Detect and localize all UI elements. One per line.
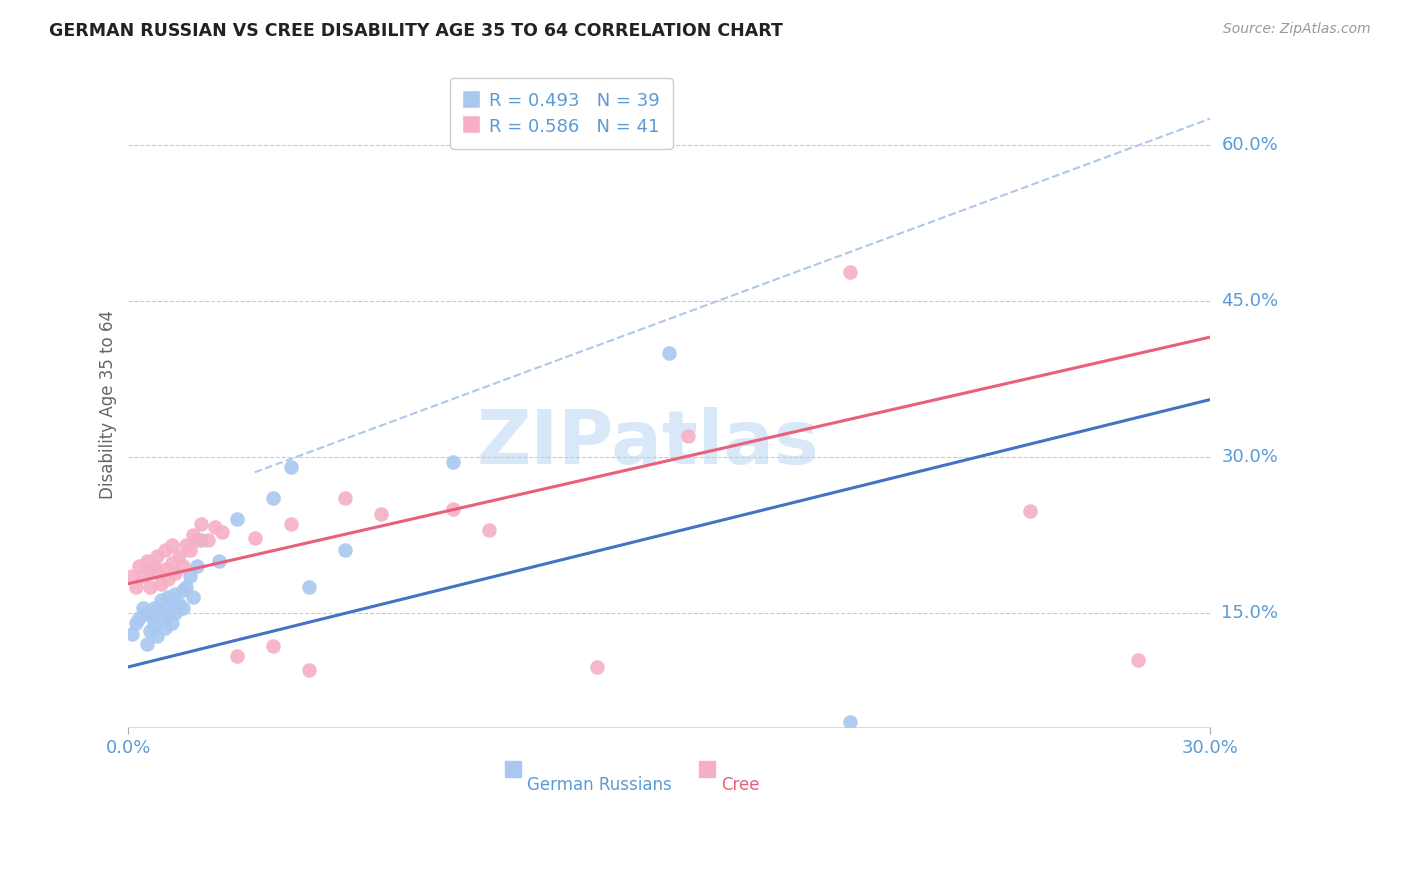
Point	[142, 618, 165, 632]
Point	[165, 587, 187, 601]
Point	[153, 621, 176, 635]
Point	[174, 580, 197, 594]
Point	[165, 566, 187, 581]
Point	[149, 576, 172, 591]
Point	[149, 611, 172, 625]
Point	[142, 558, 165, 573]
Legend: R = 0.493   N = 39, R = 0.586   N = 41: R = 0.493 N = 39, R = 0.586 N = 41	[450, 78, 673, 149]
Point	[125, 580, 148, 594]
Point	[153, 600, 176, 615]
Point	[121, 626, 143, 640]
Point	[298, 663, 321, 677]
Point	[172, 600, 194, 615]
Point	[1128, 652, 1150, 666]
Point	[160, 556, 183, 570]
Point	[333, 543, 356, 558]
Point	[186, 533, 208, 547]
Point	[838, 264, 860, 278]
Point	[172, 582, 194, 597]
Point	[262, 639, 284, 653]
Point	[135, 554, 157, 568]
Point	[142, 600, 165, 615]
Point	[441, 455, 464, 469]
Point	[333, 491, 356, 506]
Text: 60.0%: 60.0%	[1222, 136, 1278, 153]
Point	[243, 531, 266, 545]
Point	[149, 593, 172, 607]
Point	[146, 549, 169, 563]
Point	[146, 604, 169, 618]
Point	[157, 573, 180, 587]
Point	[139, 607, 162, 622]
Point	[157, 590, 180, 604]
Point	[298, 580, 321, 594]
Point	[225, 512, 247, 526]
Point	[121, 569, 143, 583]
Point	[441, 501, 464, 516]
Point	[208, 554, 231, 568]
Point	[204, 520, 226, 534]
Point	[132, 600, 155, 615]
Point	[280, 460, 302, 475]
Point	[165, 606, 187, 620]
Text: Cree: Cree	[721, 775, 759, 794]
Point	[139, 624, 162, 639]
Point	[370, 507, 392, 521]
Point	[183, 527, 205, 541]
Point	[160, 538, 183, 552]
Point	[658, 345, 681, 359]
Point	[172, 558, 194, 573]
Point	[125, 616, 148, 631]
Text: 15.0%: 15.0%	[1222, 604, 1278, 622]
Point	[128, 558, 150, 573]
Point	[179, 569, 201, 583]
Point	[153, 562, 176, 576]
Point	[146, 566, 169, 581]
Point	[139, 564, 162, 578]
Point	[167, 549, 190, 563]
Point	[167, 598, 190, 612]
Point	[183, 590, 205, 604]
Point	[262, 491, 284, 506]
Point	[160, 595, 183, 609]
Text: German Russians: German Russians	[527, 775, 672, 794]
Point	[211, 524, 233, 539]
Point	[1019, 504, 1042, 518]
Point	[197, 533, 219, 547]
Point	[128, 611, 150, 625]
Point	[838, 714, 860, 729]
Text: 45.0%: 45.0%	[1222, 292, 1278, 310]
Point	[139, 580, 162, 594]
Point	[146, 629, 169, 643]
Text: GERMAN RUSSIAN VS CREE DISABILITY AGE 35 TO 64 CORRELATION CHART: GERMAN RUSSIAN VS CREE DISABILITY AGE 35…	[49, 22, 783, 40]
Text: Source: ZipAtlas.com: Source: ZipAtlas.com	[1223, 22, 1371, 37]
Point	[174, 538, 197, 552]
Point	[478, 523, 501, 537]
Point	[186, 558, 208, 573]
Point	[132, 569, 155, 583]
Point	[190, 517, 212, 532]
Point	[190, 533, 212, 547]
Point	[135, 637, 157, 651]
Point	[135, 606, 157, 620]
Text: 30.0%: 30.0%	[1222, 448, 1278, 466]
Point	[153, 543, 176, 558]
Text: ZIPatlas: ZIPatlas	[477, 407, 820, 480]
Point	[179, 543, 201, 558]
Point	[280, 517, 302, 532]
Point	[157, 607, 180, 622]
Point	[160, 616, 183, 631]
Point	[676, 429, 699, 443]
Point	[225, 649, 247, 664]
Y-axis label: Disability Age 35 to 64: Disability Age 35 to 64	[100, 310, 117, 500]
Point	[586, 660, 609, 674]
